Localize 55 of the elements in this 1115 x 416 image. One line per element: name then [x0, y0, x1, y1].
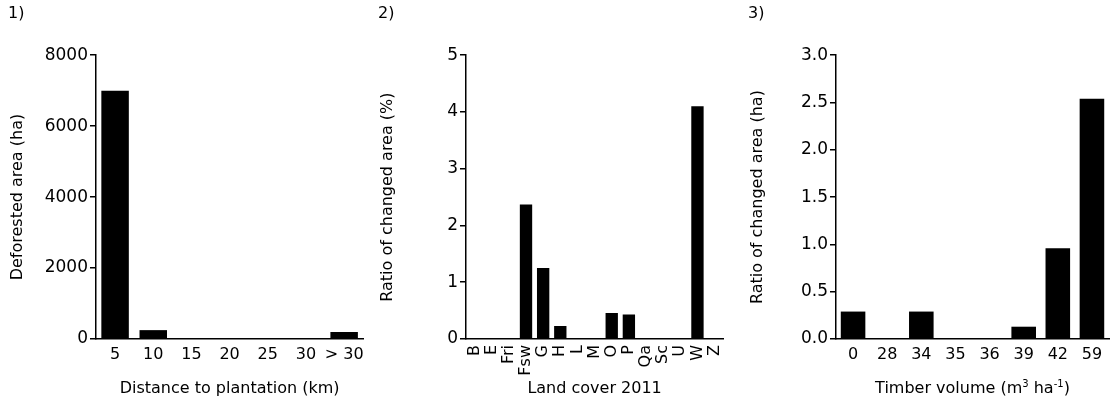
x-tick-label: 5: [109, 343, 121, 363]
x-tick-label: Z: [703, 344, 723, 356]
x-tick-label: 0: [847, 343, 859, 363]
x-axis-title: Land cover 2011: [526, 378, 663, 397]
y-tick-label: 3.0: [800, 43, 828, 64]
y-axis-title: Ratio of changed area (ha): [746, 90, 766, 305]
chart-title: 3): [748, 2, 765, 22]
x-tick-label: Fsw: [515, 345, 535, 376]
x-tick-label: 15: [181, 343, 202, 363]
y-tick-label: 1: [447, 270, 458, 291]
x-tick-label: Qa: [635, 345, 655, 368]
y-tick-label: 2: [447, 213, 458, 234]
x-tick-label: W: [686, 344, 706, 361]
x-tick-label: P: [618, 344, 638, 355]
x-tick-label: 28: [877, 343, 898, 363]
x-tick-label: L: [566, 344, 586, 354]
x-tick-label: 10: [143, 343, 164, 363]
x-tick-label: 39: [1013, 343, 1034, 363]
y-axis-title: Ratio of changed area (%): [376, 92, 396, 302]
y-tick-label: 6000: [44, 114, 88, 135]
x-axis-title: Distance to plantation (km): [118, 378, 341, 397]
x-tick-label: H: [549, 345, 569, 358]
x-tick-label: 20: [219, 343, 240, 363]
x-tick-label: B: [463, 345, 483, 356]
x-tick-label: M: [583, 345, 603, 359]
y-tick-label: 2.5: [800, 90, 828, 111]
y-tick-label: 1.5: [800, 185, 828, 206]
x-tick-label: 59: [1081, 343, 1103, 363]
x-tick-label: > 30: [324, 343, 364, 363]
x-tick-label: 30: [295, 343, 317, 363]
y-tick-label: 2000: [44, 256, 88, 277]
x-tick-label: 35: [945, 343, 966, 363]
y-tick-label: 0.0: [800, 327, 828, 348]
y-tick-label: 3: [447, 157, 458, 178]
x-tick-label: Fri: [498, 345, 518, 365]
x-tick-label: O: [600, 345, 620, 358]
x-tick-label: G: [532, 345, 552, 358]
y-tick-label: 1.0: [800, 232, 828, 253]
chart-title: 2): [378, 2, 395, 22]
x-tick-label: Sc: [652, 345, 672, 364]
x-tick-label: 34: [911, 343, 932, 363]
y-tick-label: 5: [447, 43, 458, 64]
x-tick-label: 25: [257, 343, 278, 363]
x-tick-label: 36: [979, 343, 1000, 363]
x-tick-label: 42: [1047, 343, 1068, 363]
y-tick-label: 4: [447, 100, 458, 121]
y-tick-label: 0.5: [800, 280, 828, 301]
x-axis-title: Timber volume (m$^{3}$ ha$^{-1}$): [874, 378, 1071, 398]
y-axis-title: Deforested area (ha): [6, 113, 26, 281]
y-tick-label: 2.0: [800, 138, 828, 159]
x-tick-label: E: [480, 345, 500, 356]
y-tick-label: 4000: [44, 185, 88, 206]
x-tick-label: U: [669, 345, 689, 357]
y-tick-label: 8000: [44, 43, 88, 64]
chart-title: 1): [8, 2, 25, 22]
